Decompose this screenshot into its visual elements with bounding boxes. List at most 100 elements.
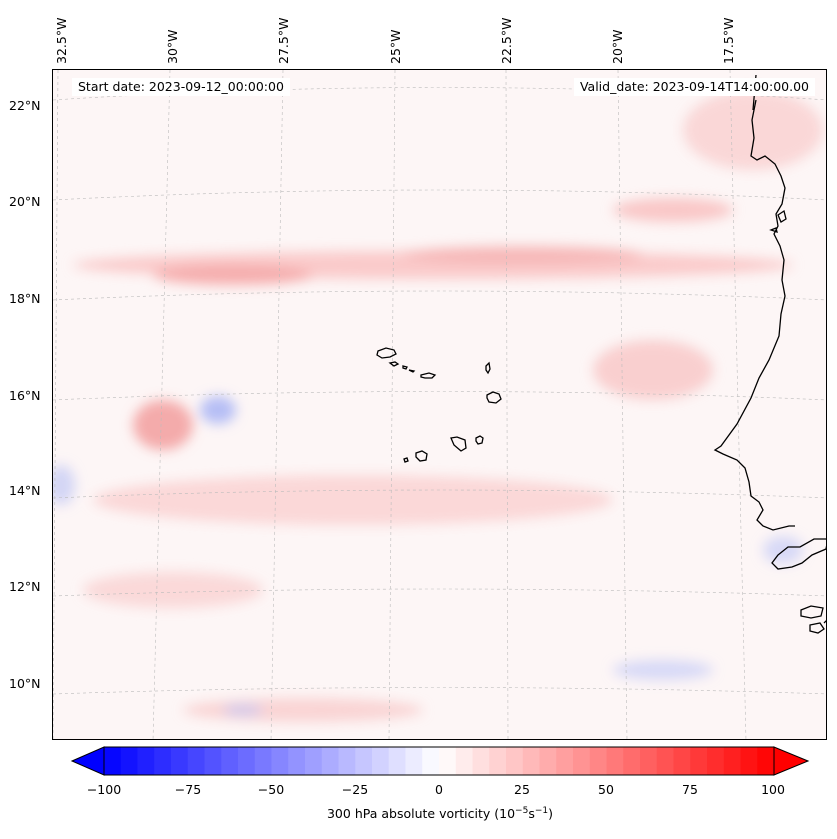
vorticity-east	[593, 340, 713, 400]
colorbar-max-arrow	[773, 746, 810, 776]
island-sao-nicolau	[420, 372, 437, 379]
colorbar-block	[623, 747, 641, 775]
colorbar-min-arrow	[70, 746, 105, 776]
vorticity-band-south	[93, 475, 613, 525]
lat-label-10n: 10°N	[9, 676, 41, 691]
colorbar-block	[489, 747, 507, 775]
lat-label-22n: 22°N	[9, 98, 41, 113]
colorbar-block	[455, 747, 473, 775]
island-fogo	[415, 450, 428, 462]
coastline-mauritania-senegal	[713, 99, 795, 531]
island-brava	[403, 457, 409, 463]
island-maio	[475, 435, 484, 445]
vorticity-field	[53, 90, 823, 722]
colorbar-block	[187, 747, 205, 775]
cape-verde-islands	[376, 347, 502, 463]
lon-label-20w: 20°W	[610, 29, 625, 64]
vorticity-sw-band	[83, 572, 263, 608]
vorticity-south-min	[223, 704, 263, 716]
island-sal	[485, 361, 491, 375]
vorticity-se-min	[613, 660, 713, 680]
colorbar-block	[439, 747, 457, 775]
vorticity-coast-min	[763, 536, 803, 564]
colorbar-tick: 25	[514, 782, 530, 797]
colorbar-block	[137, 747, 155, 775]
vorticity-south-band	[183, 698, 423, 722]
coastline-detail-1	[777, 209, 787, 223]
graticule	[53, 70, 826, 739]
colorbar-label-exp2: −1	[534, 806, 549, 816]
colorbar-block	[355, 747, 373, 775]
coastline-detail-2	[769, 227, 778, 233]
colorbar-block	[171, 747, 189, 775]
colorbar-block	[640, 747, 658, 775]
colorbar-block	[221, 747, 239, 775]
lon-label-25w: 25°W	[388, 29, 403, 64]
colorbar-blocks	[104, 747, 775, 775]
lon-label-30w: 30°W	[165, 29, 180, 64]
colorbar-block	[372, 747, 390, 775]
colorbar-tick: 100	[761, 782, 785, 797]
lat-label-16n: 16°N	[9, 388, 41, 403]
colorbar-outline	[103, 746, 775, 776]
colorbar-tick: 0	[435, 782, 443, 797]
colorbar-block	[104, 747, 122, 775]
island-santa-luzia	[402, 365, 408, 370]
colorbar-block	[556, 747, 574, 775]
island-santiago	[450, 436, 467, 452]
vorticity-band-north-east	[403, 246, 643, 264]
colorbar-label-main: 300 hPa absolute vorticity (10	[326, 806, 516, 822]
colorbar-block	[422, 747, 440, 775]
island-santo-antao	[376, 347, 397, 359]
lon-label-17-5w: 17.5°W	[721, 17, 736, 64]
vorticity-west-min	[200, 396, 236, 424]
colorbar-block	[573, 747, 591, 775]
colorbar-block	[238, 747, 256, 775]
colorbar-block	[589, 747, 607, 775]
colorbar-block	[707, 747, 725, 775]
vorticity-map	[53, 70, 826, 739]
colorbar-tick: 50	[598, 782, 614, 797]
colorbar-label-mid: s	[528, 806, 535, 822]
colorbar-block	[405, 747, 423, 775]
colorbar-block	[120, 747, 138, 775]
colorbar-label-end: )	[548, 806, 553, 822]
lon-label-32-5w: 32.5°W	[54, 17, 69, 64]
island-small-1	[408, 369, 416, 373]
colorbar-block	[740, 747, 758, 775]
colorbar-block	[254, 747, 272, 775]
island-boa-vista	[486, 391, 502, 404]
colorbar-label: 300 hPa absolute vorticity (10−5s−1)	[0, 806, 837, 821]
map-area	[52, 69, 827, 740]
colorbar-block	[154, 747, 172, 775]
colorbar-block	[338, 747, 356, 775]
start-date-label: Start date: 2023-09-12_00:00:00	[72, 78, 290, 96]
colorbar-block	[606, 747, 624, 775]
colorbar	[70, 746, 810, 776]
vorticity-band-ne	[613, 198, 733, 222]
colorbar-tick: −50	[257, 782, 285, 797]
lon-label-27-5w: 27.5°W	[276, 17, 291, 64]
coastline-bijagos-2	[809, 622, 825, 634]
vorticity-west-max	[133, 400, 193, 450]
colorbar-block	[472, 747, 490, 775]
vorticity-band-north-core	[153, 265, 313, 285]
vorticity-west-edge-min	[53, 465, 75, 505]
colorbar-block	[690, 747, 708, 775]
colorbar-block	[288, 747, 306, 775]
colorbar-label-exp1: −5	[515, 806, 529, 816]
colorbar-block	[271, 747, 289, 775]
colorbar-block	[539, 747, 557, 775]
colorbar-tick: 75	[682, 782, 698, 797]
colorbar-block	[723, 747, 741, 775]
valid-date-label: Valid_date: 2023-09-14T14:00:00.00	[573, 78, 815, 96]
lat-label-14n: 14°N	[9, 483, 41, 498]
colorbar-block	[757, 747, 775, 775]
colorbar-tick: −25	[341, 782, 369, 797]
colorbar-tick: −100	[86, 782, 122, 797]
colorbar-block	[506, 747, 524, 775]
colorbar-block	[656, 747, 674, 775]
island-sao-vicente	[388, 361, 400, 367]
colorbar-block	[673, 747, 691, 775]
lat-label-18n: 18°N	[9, 291, 41, 306]
